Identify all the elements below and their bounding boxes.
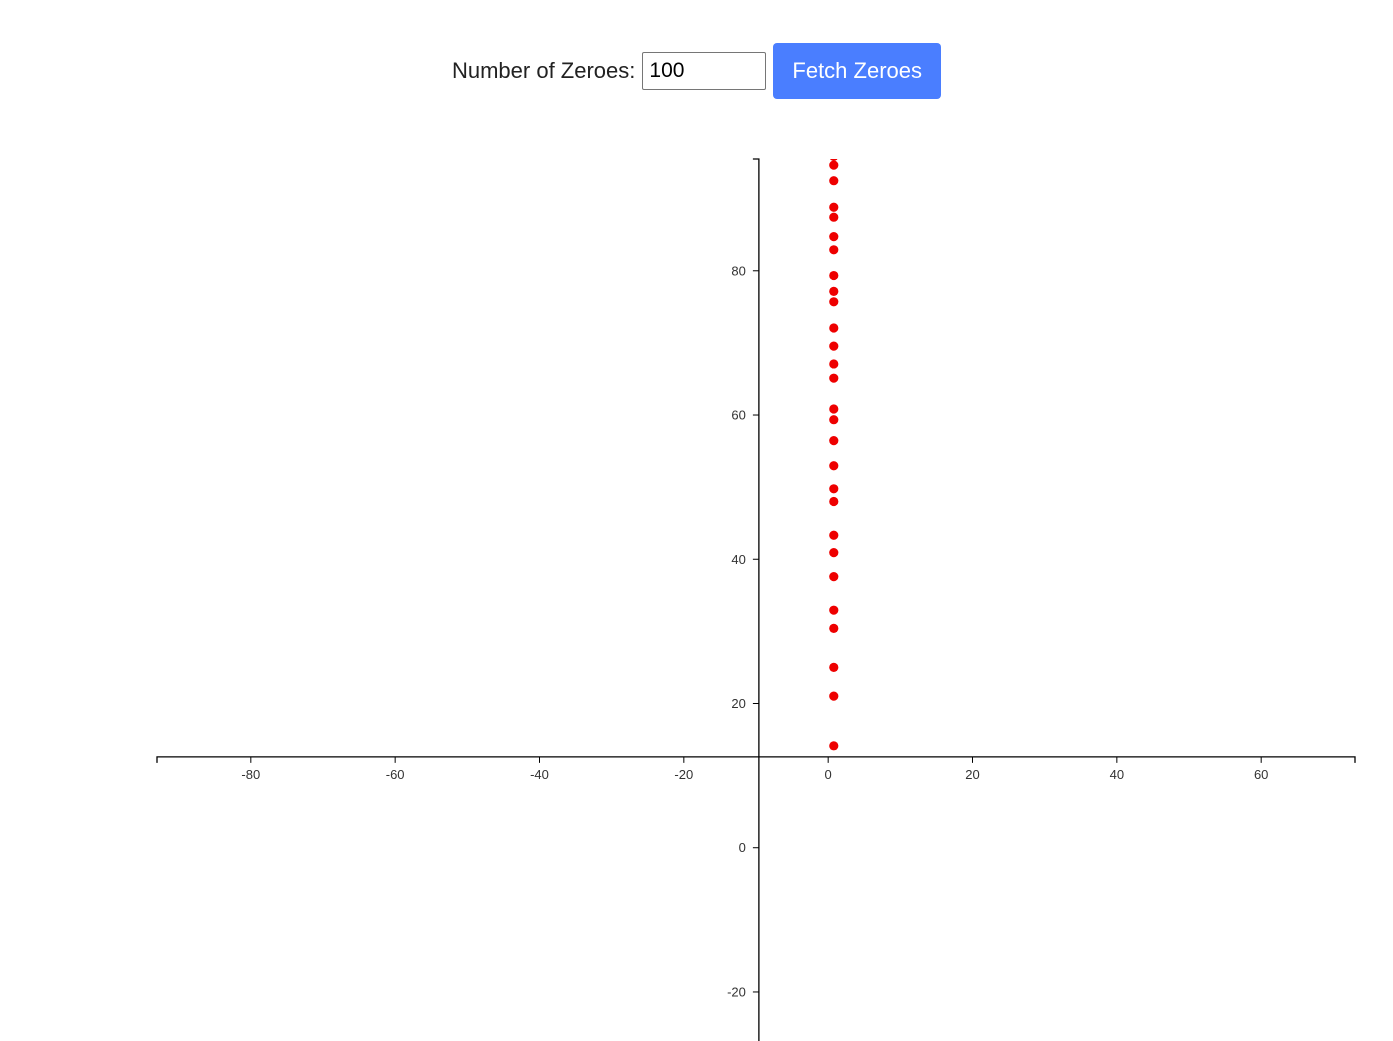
x-tick-label: 0: [825, 767, 832, 782]
zero-point: [829, 404, 839, 414]
zero-point: [829, 530, 839, 540]
zero-point: [830, 159, 838, 161]
zeroes-points: [829, 159, 839, 751]
x-tick-label: -80: [241, 767, 260, 782]
x-tick-label: -40: [530, 767, 549, 782]
zero-point: [829, 231, 839, 242]
zero-point: [829, 605, 839, 615]
zero-point: [829, 436, 839, 446]
zero-point: [829, 496, 839, 507]
y-tick-label: 20: [731, 696, 745, 711]
zero-point: [829, 662, 839, 672]
x-tick-label: 40: [1110, 767, 1124, 782]
zero-point: [829, 623, 839, 633]
zero-point: [829, 286, 839, 297]
zero-point: [829, 341, 839, 351]
zero-point: [829, 160, 839, 170]
y-tick-label: 40: [731, 552, 745, 567]
axes: -80 -60 -40 -20 0 20 40 60 -20 0 20 40 60 80: [156, 158, 1356, 1041]
x-tick-label: 20: [965, 767, 979, 782]
y-tick-label: 0: [739, 840, 746, 855]
zero-point: [829, 484, 839, 494]
x-tick-label: 60: [1254, 767, 1268, 782]
number-of-zeroes-input[interactable]: [642, 52, 767, 90]
zero-point: [829, 270, 839, 281]
zero-point: [829, 359, 839, 369]
y-axis-line: [752, 158, 760, 1041]
x-axis-line: [156, 756, 1356, 763]
zero-point: [829, 176, 839, 186]
zero-point: [829, 245, 839, 255]
zero-point: [829, 548, 839, 558]
y-tick-label: -20: [727, 984, 746, 999]
x-tick-label: -20: [674, 767, 693, 782]
x-tick-label: -60: [386, 767, 405, 782]
zero-point: [829, 202, 839, 212]
zero-point: [829, 741, 839, 751]
zero-point: [829, 415, 839, 425]
zero-point: [829, 572, 839, 582]
zero-point: [829, 297, 839, 307]
number-of-zeroes-label: Number of Zeroes:: [451, 58, 636, 83]
zero-point: [829, 373, 839, 383]
y-tick-label: 80: [731, 263, 745, 278]
zero-point: [829, 212, 839, 222]
controls-bar: Number of Zeroes: Fetch Zeroes: [0, 43, 1393, 99]
y-tick-label: 60: [731, 408, 745, 423]
zero-point: [829, 461, 839, 471]
zero-point: [829, 323, 839, 333]
fetch-zeroes-button[interactable]: Fetch Zeroes: [773, 43, 941, 99]
zero-point: [829, 691, 839, 701]
